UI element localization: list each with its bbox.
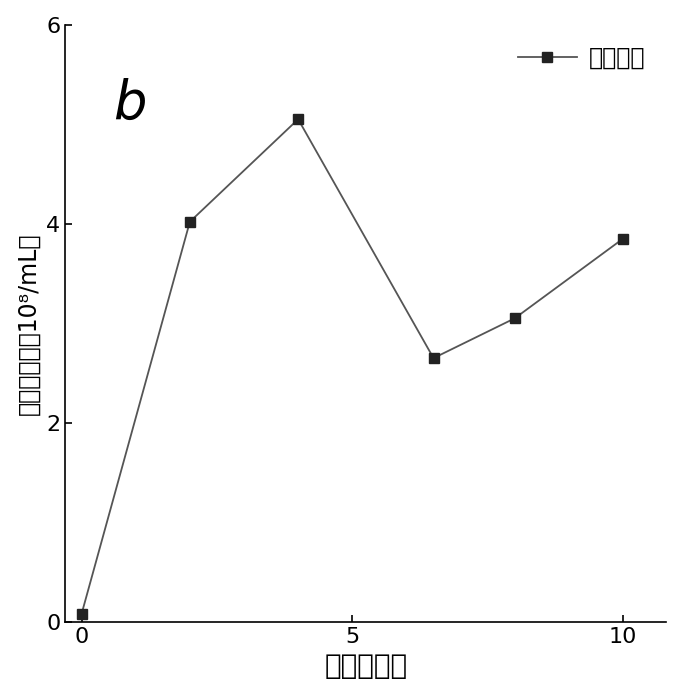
细胞浓度 [511, 314, 519, 323]
Line: 细胞浓度: 细胞浓度 [76, 114, 628, 619]
细胞浓度 [186, 217, 194, 226]
细胞浓度 [619, 234, 627, 243]
X-axis label: 时间（天）: 时间（天） [324, 652, 407, 680]
Text: b: b [113, 79, 147, 130]
细胞浓度 [294, 115, 303, 123]
Y-axis label: 细胞浓度（＊10⁸/mL）: 细胞浓度（＊10⁸/mL） [16, 232, 41, 415]
细胞浓度 [430, 354, 438, 362]
细胞浓度 [77, 610, 85, 618]
Legend: 细胞浓度: 细胞浓度 [508, 36, 654, 79]
